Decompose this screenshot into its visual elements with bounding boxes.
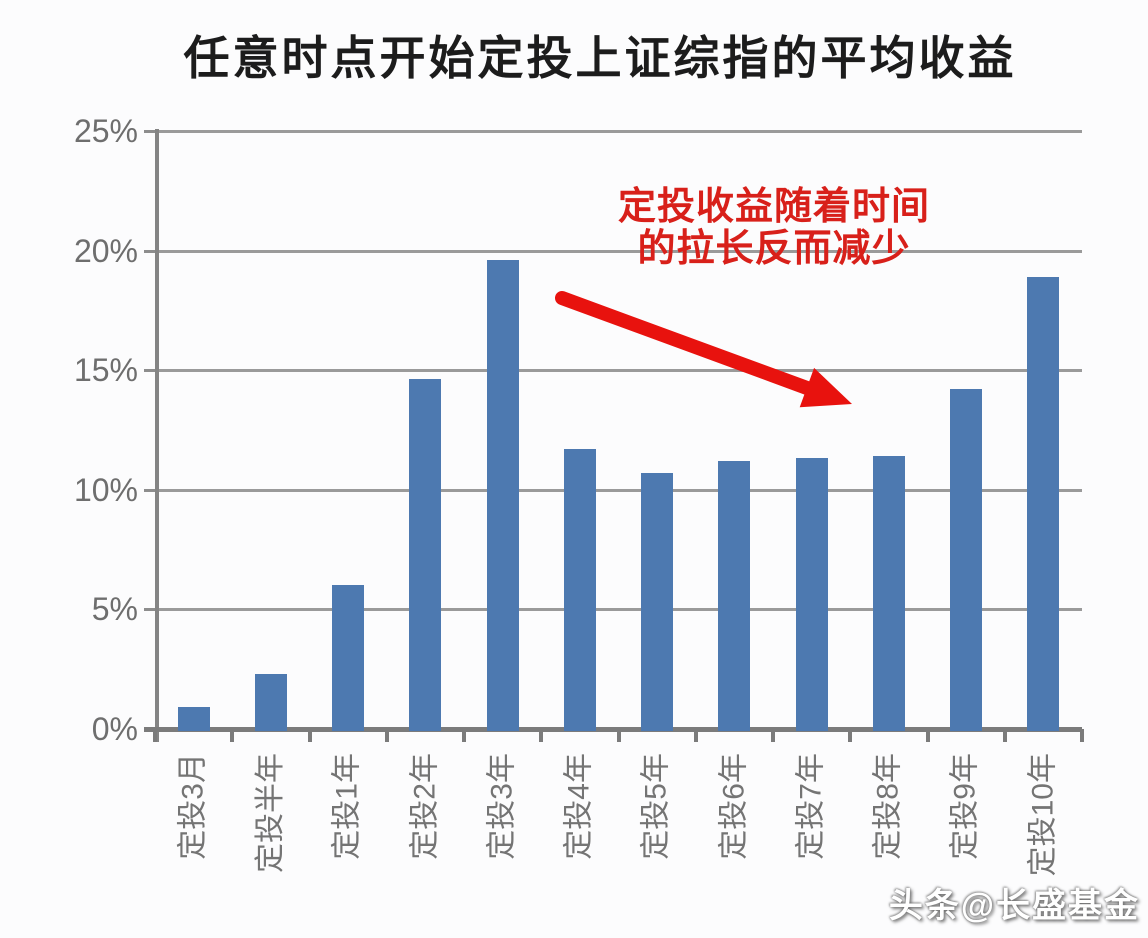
x-axis-tick bbox=[1080, 729, 1084, 742]
bar-定投2年 bbox=[409, 379, 442, 731]
annotation-text: 定投收益随着时间 的拉长反而减少 bbox=[574, 186, 974, 270]
x-axis-label: 定投半年 bbox=[253, 753, 287, 873]
bar-定投8年 bbox=[872, 455, 905, 731]
x-axis-tick bbox=[307, 729, 312, 742]
y-axis-label: 0% bbox=[91, 711, 138, 747]
x-axis-tick bbox=[462, 729, 466, 742]
y-axis-tick bbox=[144, 130, 155, 133]
watermark: 头条@长盛基金 bbox=[888, 887, 1140, 925]
gridline bbox=[155, 249, 1082, 253]
x-axis-label: 定投1年 bbox=[331, 753, 365, 860]
x-axis-line bbox=[144, 727, 1082, 732]
x-axis-tick bbox=[925, 729, 930, 742]
x-axis-tick bbox=[230, 729, 235, 742]
x-axis-label: 定投3年 bbox=[485, 753, 519, 860]
x-axis-tick bbox=[848, 729, 853, 742]
x-axis-tick bbox=[693, 729, 698, 742]
x-axis-label: 定投2年 bbox=[408, 753, 442, 860]
y-axis-tick bbox=[144, 608, 155, 612]
x-axis-tick bbox=[771, 729, 775, 742]
annotation-line-2: 的拉长反而减少 bbox=[637, 228, 911, 270]
x-axis-label: 定投9年 bbox=[949, 753, 983, 860]
x-axis-label: 定投6年 bbox=[717, 753, 751, 860]
y-axis-tick bbox=[144, 488, 155, 492]
x-axis-label: 定投7年 bbox=[794, 753, 828, 860]
bar-定投6年 bbox=[718, 460, 751, 731]
y-axis-label: 5% bbox=[91, 591, 138, 628]
bar-定投半年 bbox=[254, 673, 287, 731]
y-axis-line bbox=[155, 129, 159, 742]
x-axis-tick bbox=[384, 729, 389, 742]
y-axis-label: 15% bbox=[73, 352, 138, 389]
gridline bbox=[155, 369, 1082, 373]
y-axis-label: 20% bbox=[73, 232, 138, 269]
bar-定投5年 bbox=[641, 472, 674, 731]
x-axis-label: 定投5年 bbox=[640, 753, 674, 860]
x-axis-tick bbox=[616, 729, 621, 742]
bar-定投3年 bbox=[486, 259, 519, 731]
gridline bbox=[155, 130, 1082, 133]
x-axis-tick bbox=[539, 729, 544, 742]
chart-title: 任意时点开始定投上证综指的平均收益 bbox=[183, 33, 1017, 84]
gridline bbox=[155, 488, 1082, 492]
bar-定投4年 bbox=[563, 448, 596, 731]
annotation-line-1: 定投收益随着时间 bbox=[617, 186, 930, 228]
y-axis-label: 10% bbox=[73, 471, 138, 508]
bar-定投10年 bbox=[1027, 276, 1060, 731]
y-axis-tick bbox=[144, 249, 155, 253]
y-axis-label: 25% bbox=[73, 113, 138, 149]
bar-定投9年 bbox=[950, 388, 983, 731]
x-axis-label: 定投10年 bbox=[1026, 753, 1060, 877]
x-axis-tick bbox=[153, 729, 157, 742]
y-axis-tick bbox=[144, 369, 155, 373]
x-axis-tick bbox=[1002, 729, 1007, 742]
bar-定投1年 bbox=[332, 585, 365, 731]
bar-定投3月 bbox=[177, 707, 210, 731]
bar-定投7年 bbox=[795, 458, 828, 731]
gridline bbox=[155, 608, 1082, 612]
x-axis-label: 定投3月 bbox=[176, 753, 210, 860]
x-axis-label: 定投8年 bbox=[871, 753, 905, 860]
x-axis-label: 定投4年 bbox=[562, 753, 596, 860]
